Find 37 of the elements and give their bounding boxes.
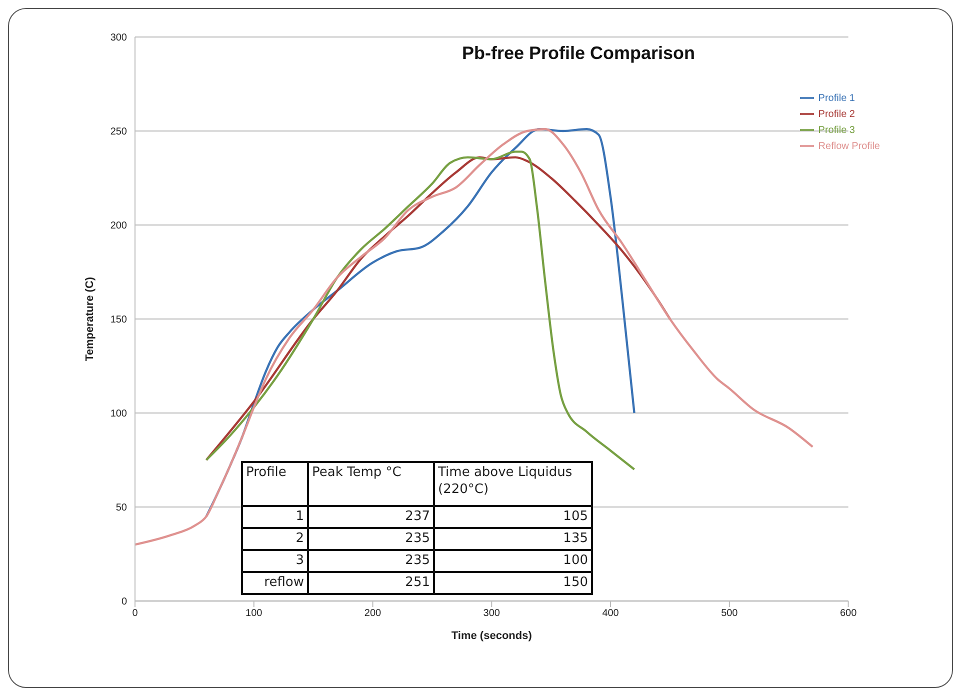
x-tick-label: 400 [602, 608, 620, 620]
annotation: 2 [242, 528, 308, 550]
y-tick-label: 250 [110, 126, 128, 138]
y-tick-label: 50 [116, 502, 128, 514]
annotation: 251 [308, 572, 434, 594]
annotation: 150 [434, 572, 592, 594]
y-tick-label: 300 [110, 32, 128, 44]
x-tick-label: 200 [364, 608, 382, 620]
x-tick-label: 600 [840, 608, 858, 620]
legend-label: Profile 2 [818, 109, 855, 120]
annotation: Peak Temp °C [308, 462, 434, 506]
x-tick-label: 0 [132, 608, 138, 620]
annotation: Profile [242, 462, 308, 506]
annotation: 1 [242, 506, 308, 528]
x-tick-label: 300 [483, 608, 500, 620]
chart-title: Pb-free Profile Comparison [460, 43, 696, 64]
x-tick-label: 100 [246, 608, 263, 620]
legend-label: Profile 1 [818, 93, 855, 104]
y-axis-title: Temperature (C) [84, 276, 96, 362]
annotation: 3 [242, 550, 308, 572]
legend-label: Profile 3 [818, 125, 855, 136]
y-tick-label: 150 [110, 314, 128, 326]
x-tick-label: 500 [721, 608, 738, 620]
y-tick-label: 0 [121, 596, 128, 608]
annotation: Time above Liquidus (220°C) [434, 462, 592, 506]
y-tick-label: 100 [110, 408, 128, 420]
legend-label: Reflow Profile [818, 141, 880, 152]
annotation: reflow [242, 572, 308, 594]
annotation: 235 [308, 550, 434, 572]
annotation: 235 [308, 528, 434, 550]
annotation: 105 [434, 506, 592, 528]
annotation: 237 [308, 506, 434, 528]
annotation: 135 [434, 528, 592, 550]
line-series [135, 128, 814, 546]
x-axis-title: Time (seconds) [451, 630, 532, 642]
y-tick-label: 200 [110, 220, 128, 232]
annotation: 100 [434, 550, 592, 572]
